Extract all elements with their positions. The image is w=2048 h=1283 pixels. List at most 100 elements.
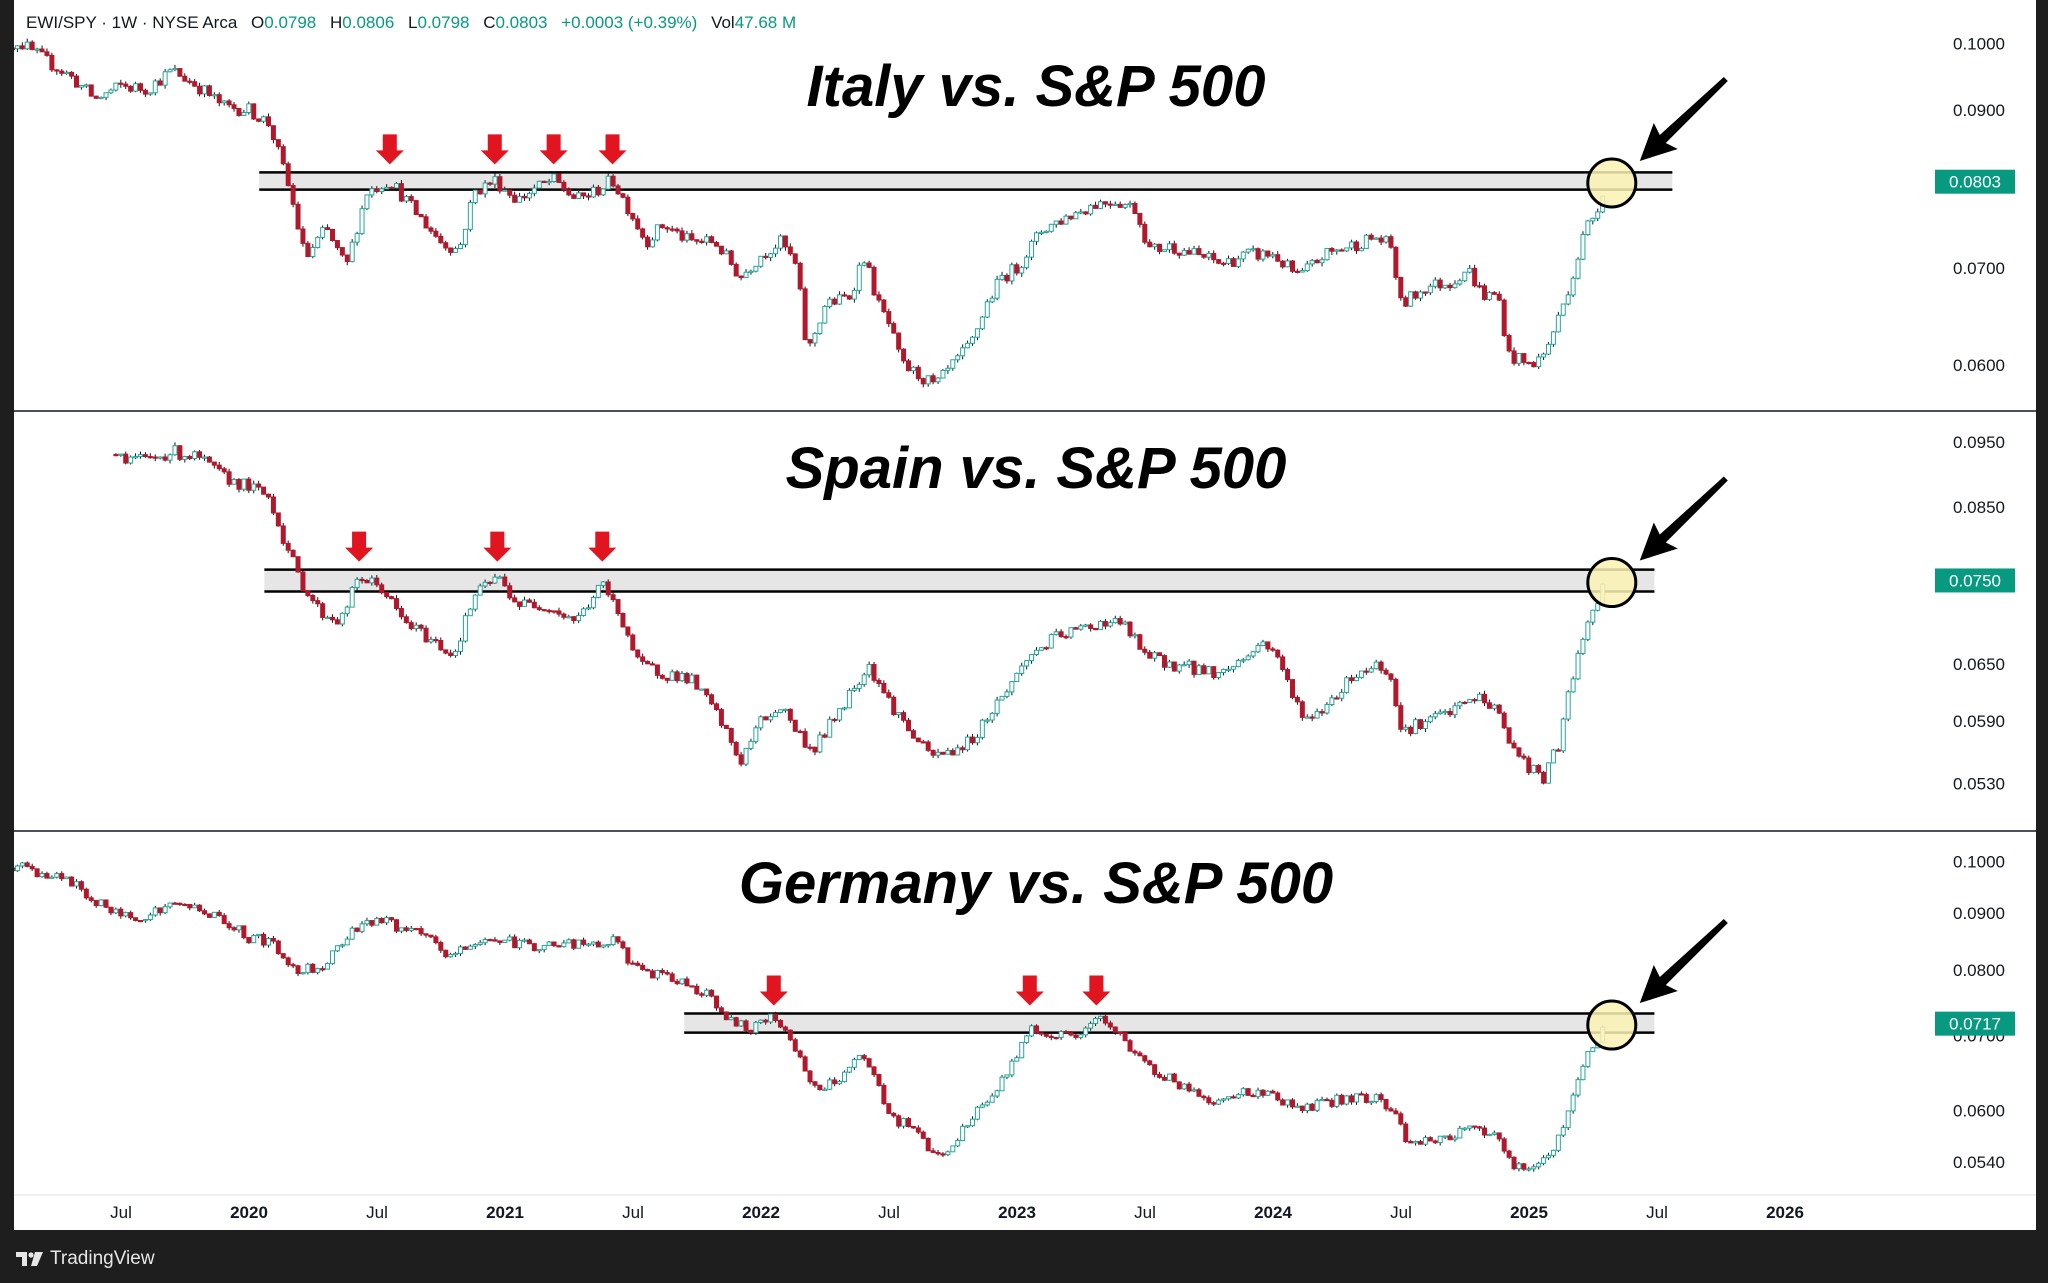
candle-down bbox=[1102, 201, 1108, 205]
candle-down bbox=[39, 48, 45, 53]
candle-down bbox=[876, 679, 882, 684]
candle-up bbox=[1294, 1105, 1300, 1108]
candle-down bbox=[551, 941, 557, 947]
last-price-tag[interactable] bbox=[1935, 568, 2015, 593]
candle-down bbox=[635, 962, 641, 966]
candle-up bbox=[1029, 240, 1035, 258]
last-price-tag[interactable] bbox=[1935, 1011, 2015, 1036]
candle-up bbox=[39, 873, 45, 878]
candle-down bbox=[285, 957, 291, 966]
candle-down bbox=[54, 69, 60, 72]
candle-up bbox=[472, 943, 478, 947]
down-arrow-icon bbox=[539, 134, 568, 165]
candle-down bbox=[901, 348, 907, 362]
candle-down bbox=[231, 104, 237, 109]
candle-down bbox=[625, 947, 631, 964]
candle-down bbox=[640, 656, 646, 662]
candle-up bbox=[457, 244, 463, 250]
candle-up bbox=[1565, 691, 1571, 720]
candle-down bbox=[1481, 285, 1487, 300]
candle-up bbox=[1555, 314, 1561, 333]
candle-down bbox=[1363, 670, 1369, 673]
candle-down bbox=[211, 461, 217, 466]
candle-up bbox=[723, 250, 729, 255]
candle-up bbox=[211, 94, 217, 97]
candle-down bbox=[295, 556, 301, 573]
candle-down bbox=[1299, 701, 1305, 718]
candle-up bbox=[1048, 634, 1054, 649]
candle-up bbox=[1590, 217, 1596, 222]
candle-up bbox=[457, 946, 463, 954]
chart-canvas[interactable]: Italy vs. S&P 500 0.1000 0.0900 0.0700 0.060… bbox=[14, 0, 2036, 1230]
candle-up bbox=[1196, 665, 1202, 675]
candle-up bbox=[1191, 1089, 1197, 1092]
candle-down bbox=[492, 939, 498, 942]
chart-panel-3[interactable]: Germany vs. S&P 500 0.1000 0.0900 0.0800 0.0… bbox=[14, 830, 2036, 1172]
candle-down bbox=[182, 903, 188, 907]
candle-up bbox=[1516, 353, 1522, 364]
down-arrow-icon bbox=[588, 531, 617, 562]
candle-up bbox=[758, 1019, 764, 1023]
candle-down bbox=[610, 175, 616, 187]
y-tick-label: 0.0700 bbox=[1953, 259, 2005, 278]
candle-up bbox=[310, 247, 316, 258]
candle-down bbox=[1063, 1030, 1069, 1034]
candle-up bbox=[492, 576, 498, 584]
candle-down bbox=[1132, 1050, 1138, 1054]
candle-down bbox=[275, 512, 281, 527]
candle-down bbox=[1511, 742, 1517, 749]
tradingview-logo[interactable]: TradingView bbox=[16, 1248, 155, 1270]
candle-up bbox=[1245, 655, 1251, 661]
candle-up bbox=[147, 92, 153, 95]
chart-panel-2[interactable]: Spain vs. S&P 500 0.0950 0.0850 0.0650 0.059… bbox=[14, 410, 2036, 794]
candle-up bbox=[78, 85, 84, 88]
candle-down bbox=[1063, 636, 1069, 639]
candle-down bbox=[197, 451, 203, 458]
candle-down bbox=[812, 1081, 818, 1086]
candle-down bbox=[1048, 1035, 1054, 1039]
candle-down bbox=[157, 80, 163, 86]
candle-down bbox=[339, 247, 345, 256]
chart-panel-1[interactable]: Italy vs. S&P 500 0.1000 0.0900 0.0700 0.060… bbox=[14, 35, 2015, 388]
candle-up bbox=[1088, 1022, 1094, 1029]
candle-down bbox=[389, 596, 395, 600]
candle-down bbox=[1531, 362, 1537, 368]
candle-up bbox=[758, 716, 764, 729]
candle-up bbox=[477, 585, 483, 596]
candle-down bbox=[438, 235, 444, 244]
candle-up bbox=[1541, 353, 1547, 358]
candle-down bbox=[615, 185, 621, 195]
chart-area[interactable]: Italy vs. S&P 500 0.1000 0.0900 0.0700 0.060… bbox=[14, 0, 2036, 1230]
time-axis[interactable]: Jul 2020 Jul 2021 Jul 2022 Jul 2023 Jul 2024 Jul 20… bbox=[14, 1194, 2036, 1222]
candle-down bbox=[649, 663, 655, 666]
candle-up bbox=[108, 89, 114, 94]
candle-up bbox=[704, 236, 710, 243]
candle-up bbox=[1545, 1154, 1551, 1159]
candle-up bbox=[1349, 241, 1355, 249]
candle-down bbox=[261, 486, 267, 495]
candle-up bbox=[103, 92, 109, 98]
time-tick-label: 2025 bbox=[1510, 1203, 1548, 1222]
candle-down bbox=[1088, 624, 1094, 630]
candle-down bbox=[1289, 1099, 1295, 1108]
candle-down bbox=[1093, 628, 1099, 631]
candle-down bbox=[679, 230, 685, 241]
candle-down bbox=[29, 41, 35, 51]
time-tick-label: 2026 bbox=[1766, 1203, 1804, 1222]
symbol-label[interactable]: EWI/SPY · 1W · NYSE Arca bbox=[26, 13, 238, 32]
candle-down bbox=[1206, 1097, 1212, 1104]
candle-down bbox=[73, 75, 79, 88]
panel-title: Germany vs. S&P 500 bbox=[739, 851, 1333, 916]
candle-up bbox=[261, 116, 267, 122]
candle-up bbox=[49, 876, 55, 879]
candle-down bbox=[1398, 276, 1404, 299]
candle-down bbox=[659, 224, 665, 229]
candle-down bbox=[694, 239, 700, 242]
candle-down bbox=[1161, 1076, 1167, 1081]
candle-up bbox=[541, 944, 547, 951]
candle-down bbox=[364, 580, 370, 584]
candle-down bbox=[713, 995, 719, 1009]
candle-down bbox=[709, 236, 715, 243]
candle-up bbox=[1058, 1030, 1064, 1038]
last-price-tag[interactable] bbox=[1935, 169, 2015, 194]
